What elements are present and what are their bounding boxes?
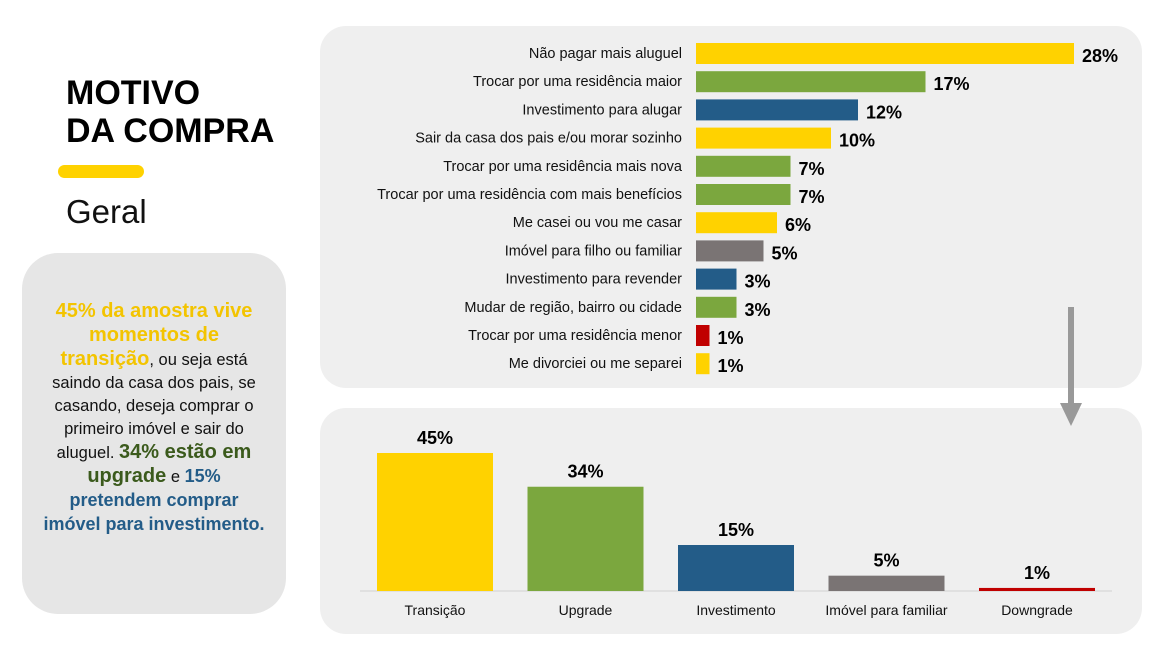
down-arrow-icon xyxy=(1060,307,1082,426)
summary-value-label: 45% xyxy=(417,428,453,448)
summary-connector: e xyxy=(166,468,185,486)
detail-value-label: 10% xyxy=(839,131,875,151)
summary-transition: 45% da amostra vive momentos de transiçã… xyxy=(55,300,253,370)
detail-category-label: Não pagar mais aluguel xyxy=(529,46,682,62)
summary-value-label: 34% xyxy=(567,462,603,482)
detail-bar xyxy=(696,240,764,262)
summary-upgrade: 34% estão em upgrade xyxy=(87,441,252,487)
detail-category-label: Me casei ou vou me casar xyxy=(513,215,682,231)
detail-category-label: Investimento para alugar xyxy=(522,102,682,118)
summary-value-label: 15% xyxy=(718,520,754,540)
title-line-2: DA COMPRA xyxy=(66,112,275,150)
detail-value-label: 12% xyxy=(866,102,902,122)
detail-value-label: 6% xyxy=(785,215,811,235)
detail-bar xyxy=(696,184,791,205)
summary-bar xyxy=(828,575,945,591)
summary-category-label: Imóvel para familiar xyxy=(825,602,947,618)
detail-bar xyxy=(696,155,791,177)
summary-category-label: Upgrade xyxy=(559,602,613,618)
detail-bar xyxy=(696,99,858,121)
summary-text: 45% da amostra vive momentos de transiçã… xyxy=(40,300,268,537)
detail-bar xyxy=(696,325,710,346)
summary-bar xyxy=(527,486,644,591)
detail-value-label: 3% xyxy=(745,300,771,320)
summary-category-label: Transição xyxy=(405,602,466,618)
page-title: MOTIVO DA COMPRA xyxy=(66,74,274,150)
summary-category-label: Downgrade xyxy=(1001,602,1073,618)
detail-category-label: Sair da casa dos pais e/ou morar sozinho xyxy=(415,131,682,147)
title-line-1: MOTIVO xyxy=(66,74,201,112)
summary-investment: 15% pretendem comprar imóvel para invest… xyxy=(43,466,265,534)
detail-category-label: Investimento para revender xyxy=(505,272,682,288)
detail-category-label: Mudar de região, bairro ou cidade xyxy=(464,300,682,316)
detail-value-label: 1% xyxy=(718,328,744,348)
detail-value-label: 3% xyxy=(745,272,771,292)
detail-bar xyxy=(696,296,737,318)
summary-category-label: Investimento xyxy=(696,602,776,618)
summary-value-label: 1% xyxy=(1024,563,1050,583)
detail-bar-chart: Não pagar mais aluguel 28% Trocar por uma … xyxy=(377,43,1118,376)
detail-value-label: 28% xyxy=(1082,46,1118,66)
detail-category-label: Me divorciei ou me separei xyxy=(509,356,682,372)
detail-bar xyxy=(696,43,1074,64)
detail-value-label: 1% xyxy=(718,356,744,376)
summary-value-label: 5% xyxy=(873,551,899,571)
summary-detail: , ou seja está saindo da casa dos pais, … xyxy=(52,351,256,462)
detail-category-label: Trocar por uma residência maior xyxy=(473,74,682,90)
detail-value-label: 7% xyxy=(799,187,825,207)
detail-value-label: 5% xyxy=(772,243,798,263)
title-accent-bar xyxy=(58,165,144,178)
page-subtitle: Geral xyxy=(66,193,147,230)
detail-category-label: Imóvel para filho ou familiar xyxy=(505,243,682,259)
detail-value-label: 17% xyxy=(934,74,970,94)
detail-bar xyxy=(696,212,777,234)
detail-value-label: 7% xyxy=(799,159,825,179)
detail-bar xyxy=(696,71,926,93)
summary-bar xyxy=(377,453,493,591)
detail-category-label: Trocar por uma residência mais nova xyxy=(443,159,683,175)
summary-box xyxy=(22,253,286,614)
detail-bar xyxy=(696,127,831,149)
detail-category-label: Trocar por uma residência com mais benef… xyxy=(377,187,682,203)
detail-bar xyxy=(696,353,710,375)
summary-bar-chart: 45% Transição 34% Upgrade 15% Investimento 5% I… xyxy=(360,428,1112,618)
detail-bar xyxy=(696,268,737,290)
summary-bar xyxy=(678,545,794,591)
summary-bar xyxy=(979,587,1095,591)
detail-category-label: Trocar por uma residência menor xyxy=(468,328,682,344)
